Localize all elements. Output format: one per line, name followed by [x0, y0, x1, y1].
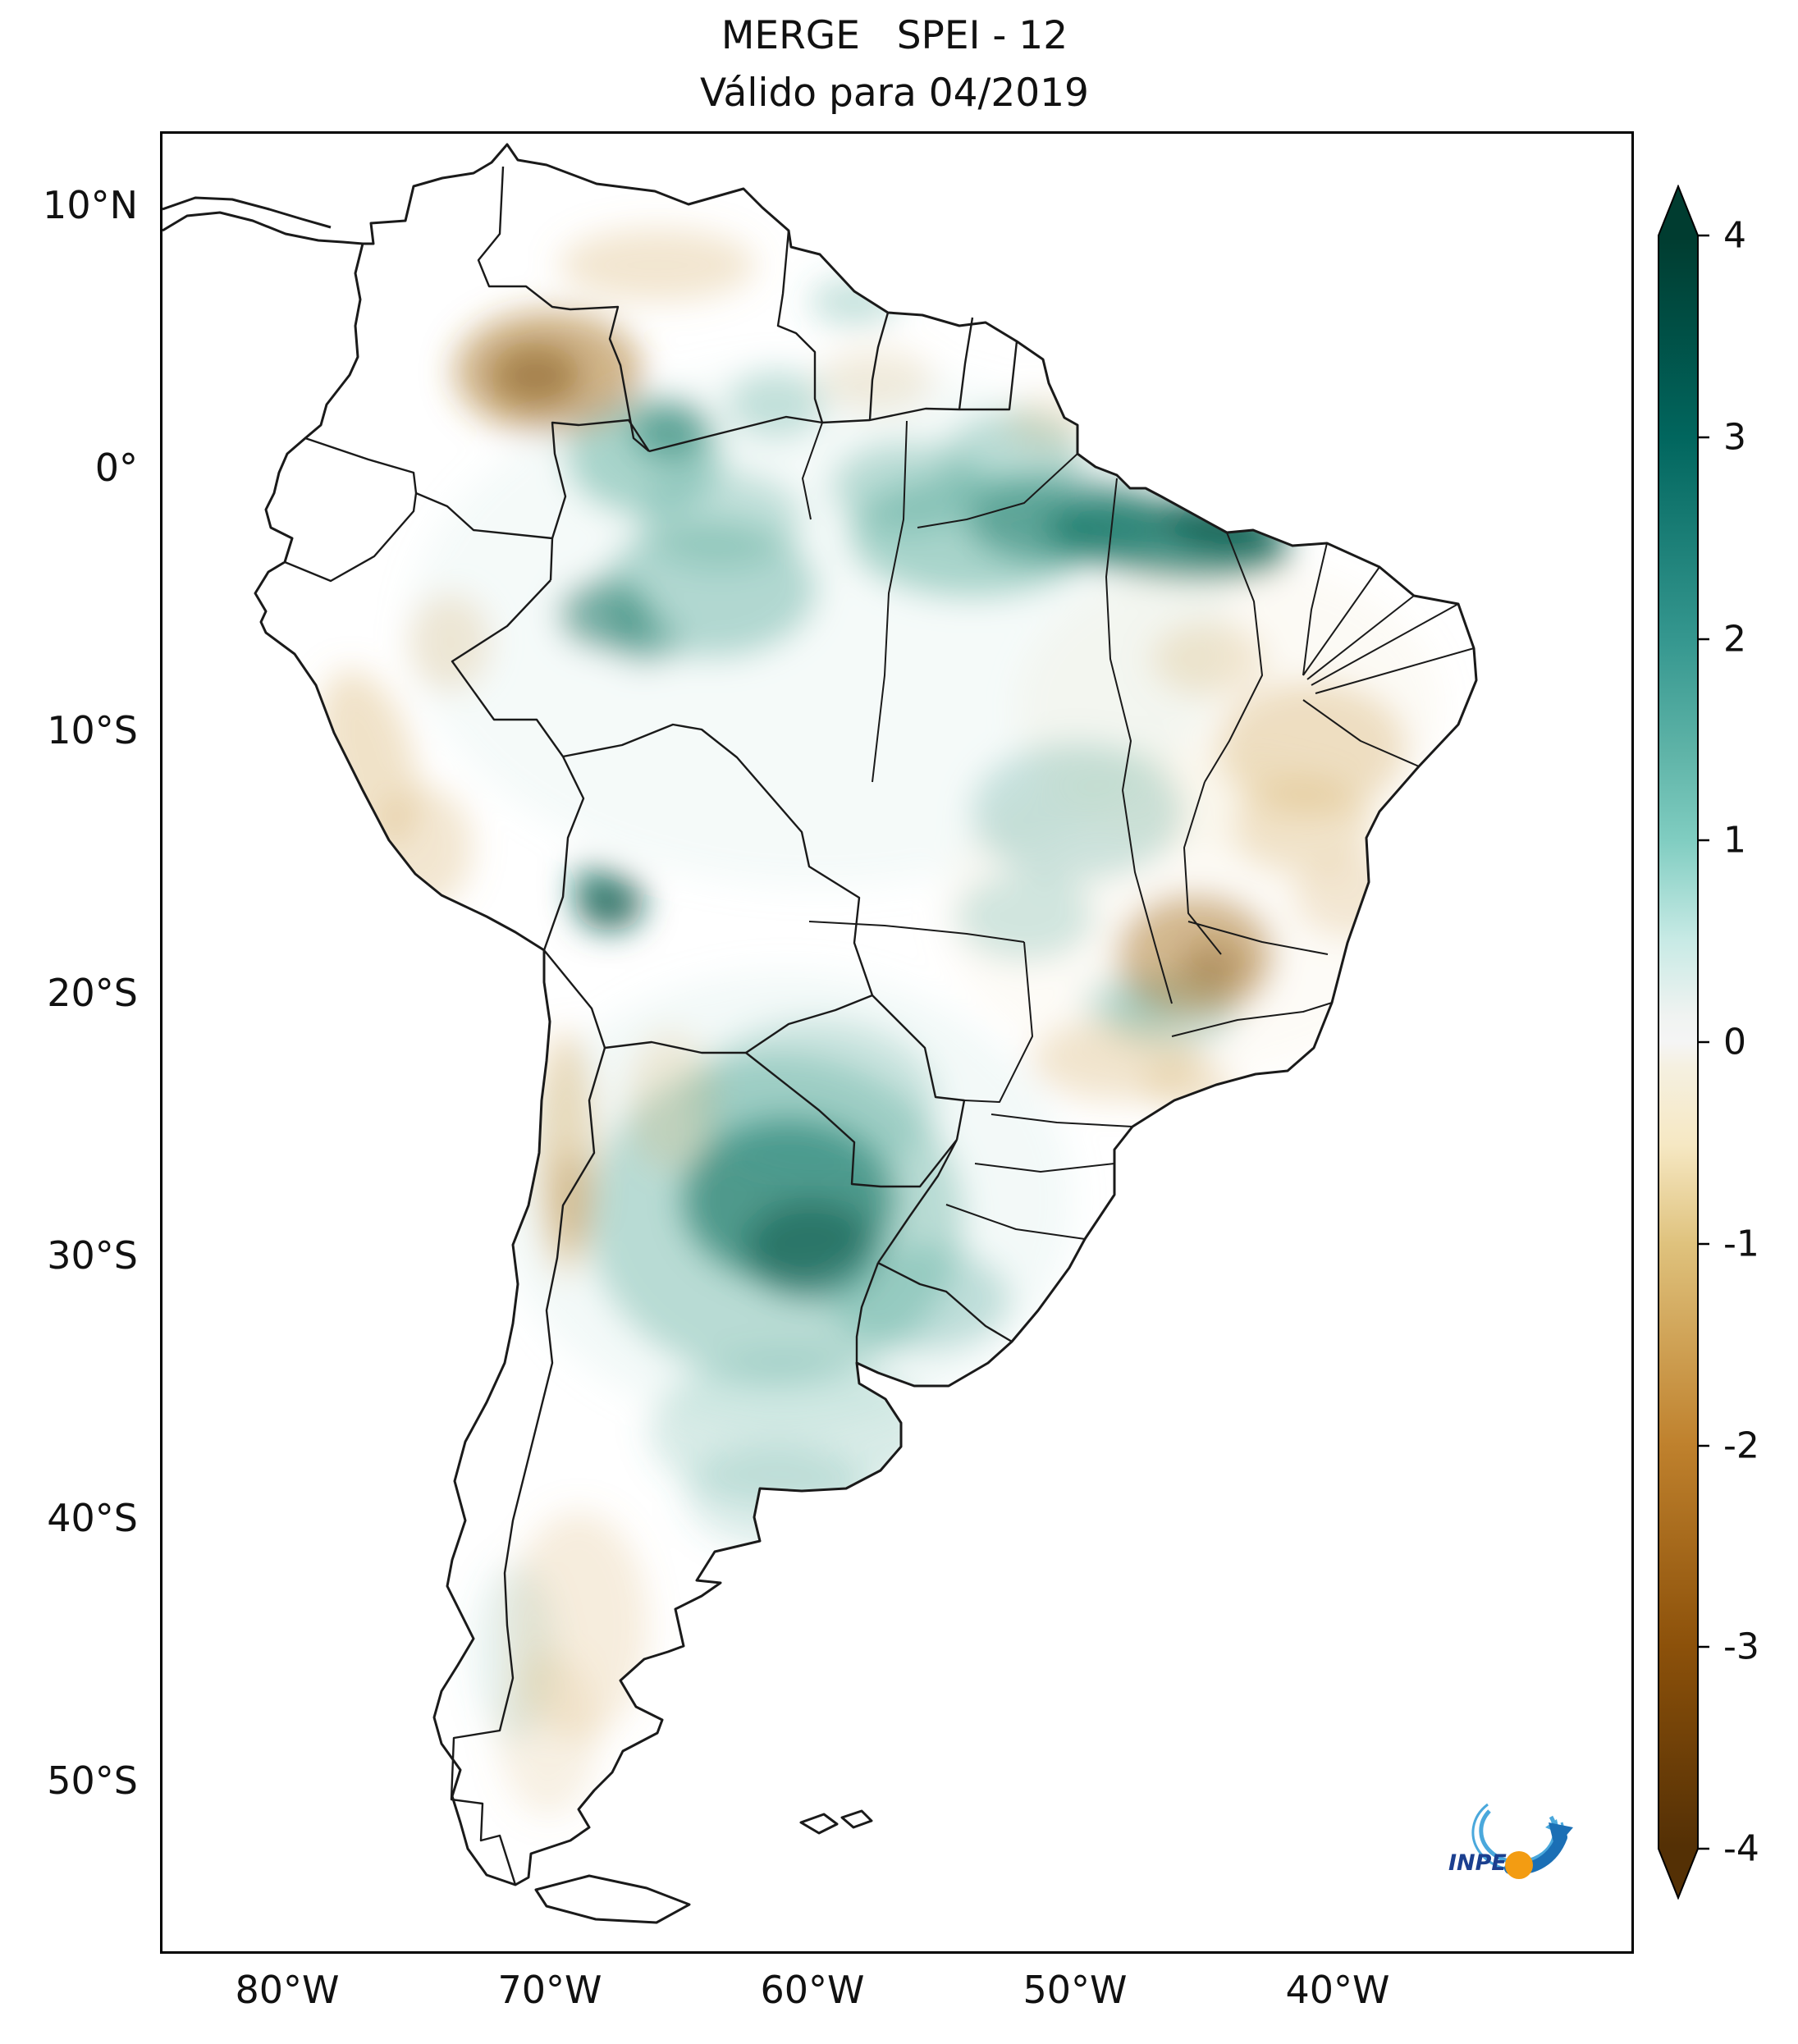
colorbar-tick-label: 0 — [1723, 1021, 1746, 1063]
y-tick-label: 0° — [94, 446, 138, 490]
x-tick-label: 70°W — [497, 1968, 602, 2012]
y-tick-label: 10°S — [47, 708, 138, 752]
y-tick-label: 30°S — [47, 1233, 138, 1278]
state-borders — [802, 420, 1475, 1240]
colorbar-tick-label: 2 — [1723, 618, 1746, 661]
y-tick-label: 20°S — [47, 971, 138, 1015]
colorbar-tick-marks — [1698, 234, 1709, 1850]
colorbar-tick-label: 1 — [1723, 819, 1746, 862]
country-borders — [284, 166, 1018, 1886]
south-america-map — [162, 143, 1478, 1924]
colorbar-gradient-bar — [1658, 185, 1699, 1900]
inpe-logo: INPE — [1448, 1803, 1573, 1879]
x-tick-label: 60°W — [760, 1968, 865, 2012]
inpe-logo-text: INPE — [1448, 1850, 1507, 1876]
x-tick-label: 40°W — [1285, 1968, 1390, 2012]
chart-subtitle: Válido para 04/2019 — [700, 71, 1089, 116]
x-tick-label: 50°W — [1023, 1968, 1128, 2012]
colorbar — [1658, 185, 1709, 1900]
inpe-logo-orange-dot — [1505, 1851, 1533, 1879]
colorbar-tick-label: -2 — [1723, 1424, 1759, 1467]
chart-title: MERGE SPEI - 12 — [721, 13, 1068, 58]
central-america-coast — [162, 196, 364, 245]
y-tick-label: 50°S — [47, 1758, 138, 1803]
y-tick-label: 40°S — [47, 1496, 138, 1540]
x-tick-label: 80°W — [235, 1968, 340, 2012]
islands — [534, 1809, 873, 1924]
colorbar-tick-label: 3 — [1723, 416, 1746, 459]
colorbar-tick-label: -4 — [1723, 1827, 1759, 1870]
colorbar-tick-label: -1 — [1723, 1223, 1759, 1265]
colorbar-tick-label: -3 — [1723, 1626, 1759, 1668]
map-plot-area: INPE — [160, 131, 1634, 1954]
colorbar-tick-label: 4 — [1723, 214, 1746, 257]
y-tick-label: 10°N — [43, 183, 138, 227]
